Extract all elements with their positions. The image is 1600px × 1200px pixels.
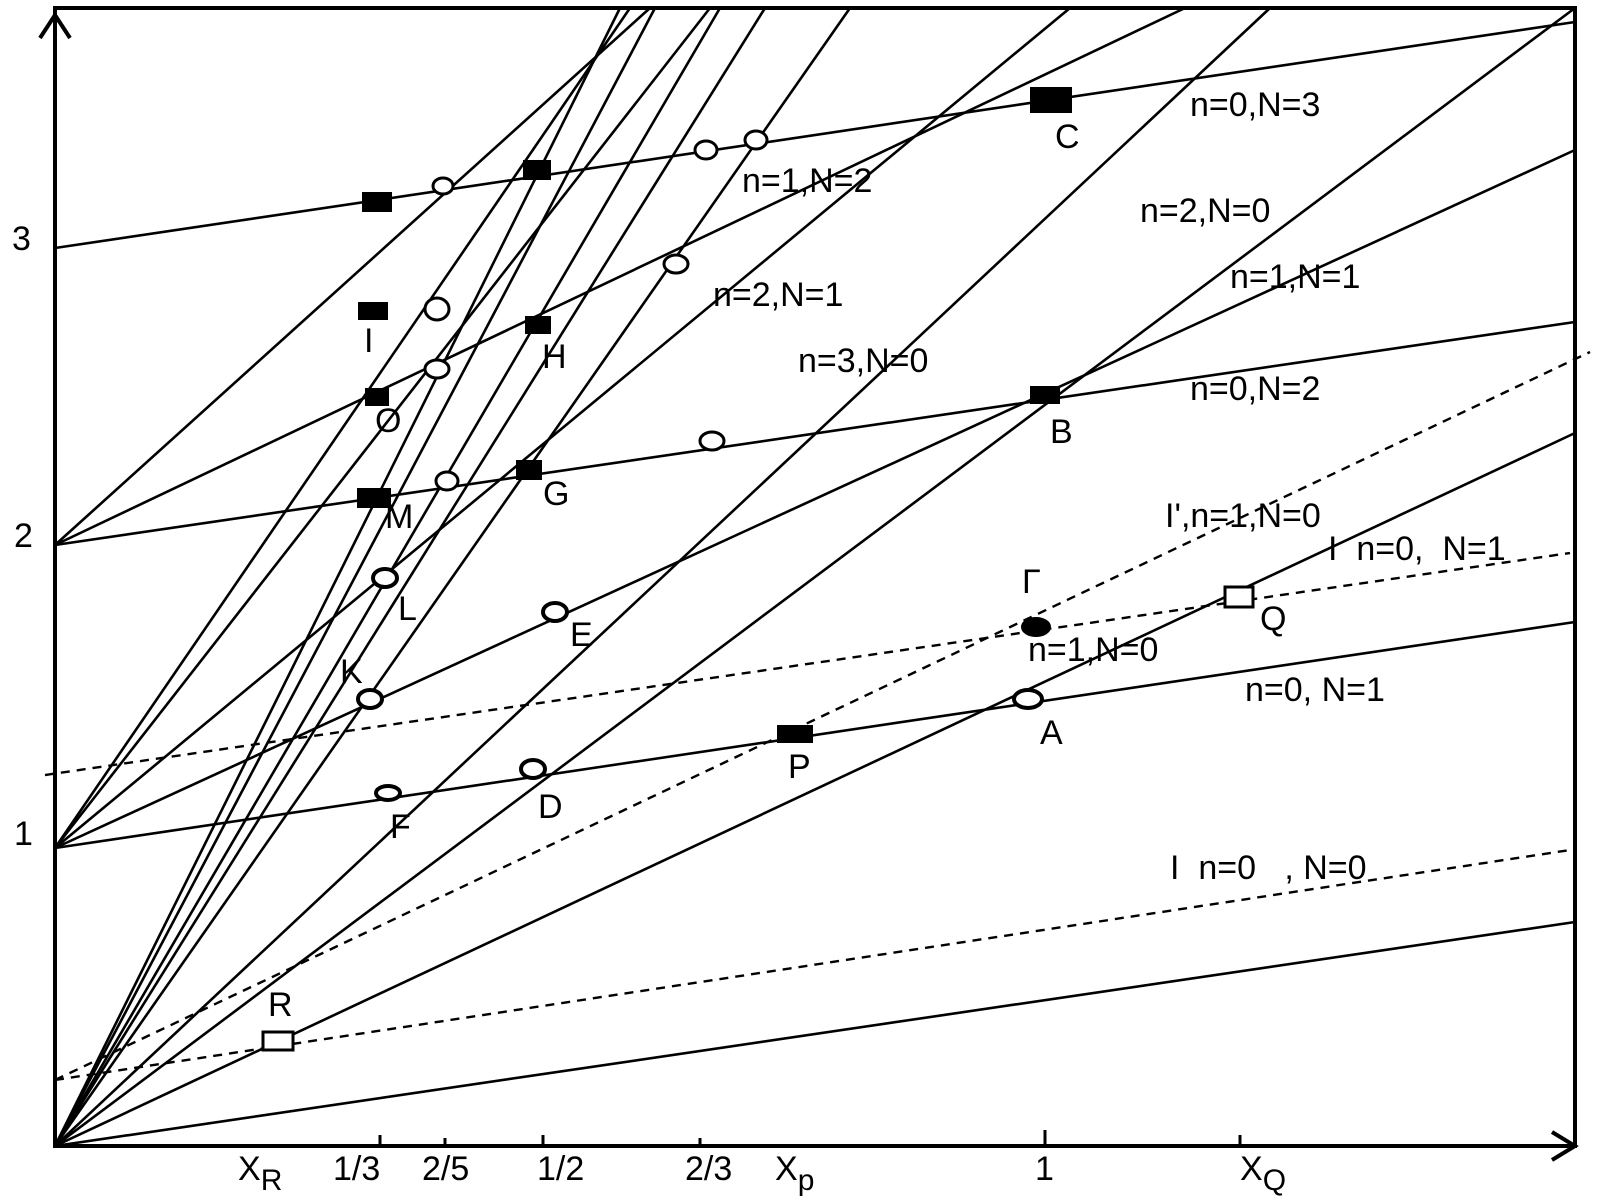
- marker-H-top: [523, 160, 551, 180]
- line-y2-through-O: [54, 6, 1186, 547]
- marker-circle-1: [431, 176, 455, 196]
- label-point-K: K: [340, 653, 363, 691]
- marker-B: [1030, 386, 1060, 404]
- label-point-O: O: [375, 402, 401, 440]
- y-tick-labels: 3 2 1: [12, 220, 33, 853]
- label-n0N3: n=0,N=3: [1190, 86, 1320, 124]
- label-n0N1: n=0, N=1: [1245, 671, 1385, 709]
- label-i-n0N1: I n=0, N=1: [1328, 530, 1506, 568]
- label-n1N1: n=1,N=1: [1230, 258, 1360, 296]
- marker-circle-8: [698, 430, 726, 452]
- x-label-1: 1: [1035, 1150, 1054, 1188]
- label-point-Q: Q: [1260, 600, 1286, 638]
- marker-D: [519, 758, 547, 780]
- point-markers: [261, 87, 1255, 1052]
- marker-Q: [1223, 585, 1255, 609]
- label-point-I: I: [364, 322, 373, 360]
- label-iprime-n1N0: I',n=1,N=0: [1165, 497, 1321, 535]
- line-origin-through-B: [54, 6, 1576, 1148]
- dashed-lines: [44, 350, 1591, 1082]
- label-n2N1: n=2,N=1: [713, 276, 843, 314]
- marker-L: [371, 567, 399, 589]
- marker-F: [374, 784, 402, 802]
- marker-P: [777, 725, 813, 743]
- marker-circle-5: [423, 296, 451, 322]
- label-n1N0: n=1,N=0: [1028, 631, 1158, 669]
- x-label-xp: Xp: [775, 1150, 814, 1197]
- line-y1-through-G: [54, 6, 1071, 850]
- x-label-1-2: 1/2: [537, 1150, 584, 1188]
- line-origin-shallow: [54, 920, 1576, 1148]
- line-origin-steep-1: [53, 7, 767, 1147]
- dash-n0N1-upper: [44, 551, 1571, 777]
- marker-C: [1030, 87, 1072, 113]
- line-y2-through-I: [54, 7, 651, 546]
- marker-circle-6: [423, 358, 451, 380]
- line-origin-through-A: [54, 431, 1576, 1148]
- label-n0N2: n=0,N=2: [1190, 370, 1320, 408]
- x-label-2-5: 2/5: [422, 1150, 469, 1188]
- label-point-C: C: [1055, 118, 1080, 156]
- line-origin-through-D: [53, 7, 852, 1147]
- marker-circle-3: [743, 129, 769, 151]
- label-point-L: L: [398, 590, 417, 628]
- marker-O: [365, 388, 389, 406]
- label-n1N2: n=1,N=2: [742, 162, 872, 200]
- marker-Gamma: [1021, 617, 1051, 637]
- line-y1-through-E: [54, 148, 1576, 850]
- label-point-F: F: [390, 808, 411, 846]
- line-origin-through-C: [54, 7, 1271, 1147]
- marker-H: [525, 316, 551, 334]
- line-y1-through-M: [53, 7, 712, 849]
- marker-K: [356, 688, 384, 710]
- marker-circle-2: [693, 139, 719, 161]
- marker-R: [261, 1030, 295, 1052]
- line-labels: n=0,N=3 n=1,N=2 n=2,N=0 n=1,N=1 n=2,N=1 …: [713, 86, 1506, 887]
- marker-A: [1012, 688, 1044, 710]
- label-point-M: M: [385, 498, 413, 536]
- line-y1-n0N1: [54, 620, 1576, 850]
- label-n2N0: n=2,N=0: [1140, 192, 1270, 230]
- label-point-E: E: [570, 616, 593, 654]
- y-label-1: 1: [14, 815, 33, 853]
- x-label-1-3: 1/3: [333, 1150, 380, 1188]
- x-axis-arrow: [1550, 1130, 1579, 1162]
- label-n3N0: n=3,N=0: [798, 342, 928, 380]
- solid-lines: [53, 6, 1576, 1148]
- y-label-2: 2: [14, 517, 33, 555]
- label-point-P: P: [788, 748, 811, 786]
- dash-iprime-n1N0: [54, 350, 1591, 1082]
- label-i-n0N0: I n=0 , N=0: [1170, 849, 1367, 887]
- y-label-3: 3: [12, 220, 31, 258]
- point-labels: C I H O B G M Γ Q L E K A P D F R: [268, 118, 1286, 1024]
- marker-circle-7: [434, 470, 460, 492]
- x-label-2-3: 2/3: [685, 1150, 732, 1188]
- marker-M: [357, 488, 391, 508]
- x-label-xr: XR: [238, 1150, 282, 1197]
- marker-I-top: [362, 192, 392, 212]
- label-point-G: G: [543, 475, 569, 513]
- label-point-B: B: [1050, 413, 1073, 451]
- x-tick-marks: [378, 1130, 1242, 1146]
- x-tick-labels: XR 1/3 2/5 1/2 2/3 Xp 1 XQ: [238, 1150, 1286, 1197]
- line-origin-steep-3: [53, 7, 622, 1147]
- line-y3-n0N3: [54, 20, 1576, 250]
- label-point-A: A: [1040, 714, 1063, 752]
- marker-G: [516, 460, 542, 480]
- x-label-xq: XQ: [1240, 1150, 1286, 1197]
- marker-I: [358, 302, 388, 320]
- axes: [38, 6, 1579, 1162]
- label-point-Gamma: Γ: [1022, 563, 1041, 601]
- line-y2-n0N2: [54, 320, 1576, 547]
- marker-E: [541, 601, 569, 623]
- line-origin-steep-2: [53, 7, 657, 1147]
- label-point-D: D: [538, 788, 563, 826]
- line-y1-through-L: [53, 7, 632, 849]
- label-point-R: R: [268, 986, 293, 1024]
- marker-circle-4: [662, 253, 690, 275]
- label-point-H: H: [542, 338, 567, 376]
- y-axis-arrow: [38, 11, 72, 40]
